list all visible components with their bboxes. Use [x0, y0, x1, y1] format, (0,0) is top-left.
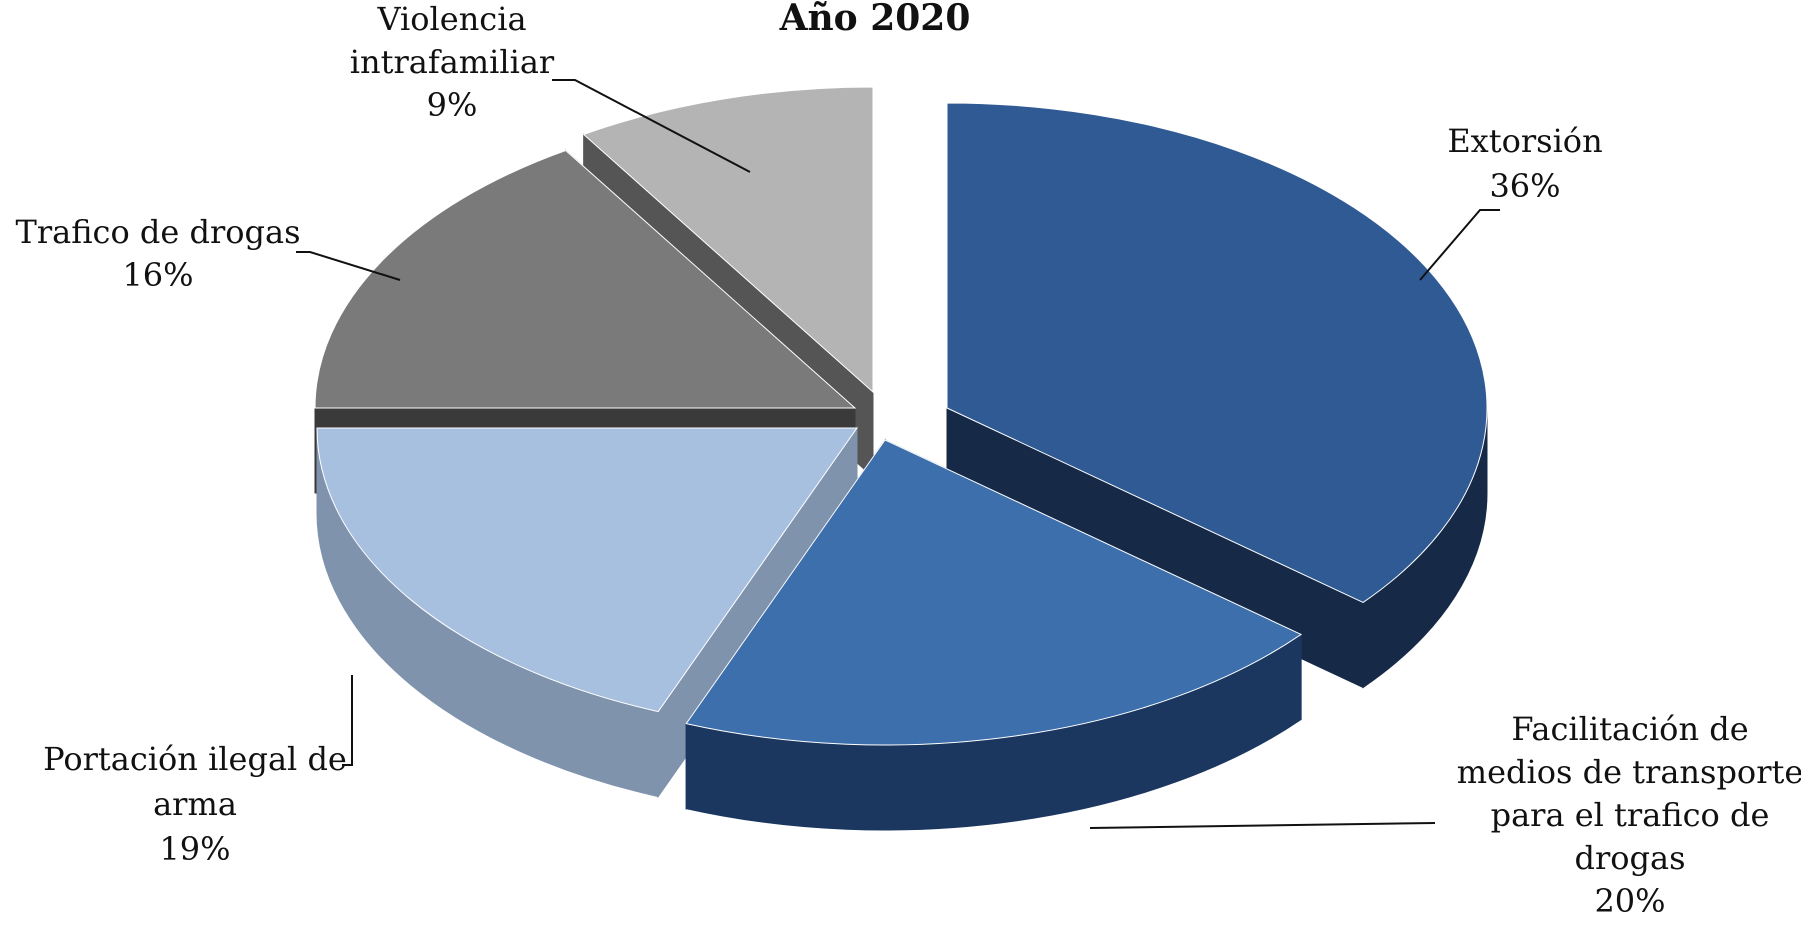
label-line-violencia: Violencia: [376, 0, 526, 38]
label-line-facilitacion: Facilitación de: [1511, 710, 1748, 748]
label-facilitacion: Facilitación de medios de transporte para …: [1457, 710, 1801, 920]
label-line-portacion: Portación ilegal de: [43, 740, 347, 778]
slice-extorsion: [946, 102, 1488, 603]
label-line-facilitacion: medios de transporte: [1457, 753, 1801, 791]
label-line-trafico: Trafico de drogas: [15, 213, 300, 251]
label-line-facilitacion: para el trafico de: [1491, 796, 1770, 834]
label-line-portacion: arma: [153, 785, 237, 823]
leader-trafico: [296, 251, 401, 281]
pct-trafico: 16%: [122, 256, 193, 294]
label-line-violencia: intrafamiliar: [350, 43, 555, 81]
chart-title: Año 2020: [779, 0, 971, 39]
leader-extorsion: [1419, 209, 1500, 281]
slice-violencia: [582, 86, 874, 394]
slice-trafico: [314, 149, 857, 409]
pie-tops: [314, 86, 1488, 746]
label-portacion: Portación ilegal de arma 19%: [43, 740, 347, 868]
pct-violencia: 9%: [427, 86, 478, 124]
leader-violencia: [552, 79, 751, 173]
pct-extorsion: 36%: [1489, 167, 1560, 205]
leader-portacion: [342, 675, 353, 766]
label-extorsion: Extorsión 36%: [1447, 122, 1602, 205]
label-trafico: Trafico de drogas 16%: [15, 213, 300, 294]
pct-portacion: 19%: [159, 830, 230, 868]
pct-facilitacion: 20%: [1594, 882, 1665, 920]
slice-labels: Extorsión 36% Facilitación de medios de tra…: [15, 0, 1801, 920]
slice-facilitacion: [685, 439, 1303, 746]
label-line-extorsion: Extorsión: [1447, 122, 1602, 160]
leader-facilitacion: [1089, 822, 1436, 829]
label-violencia: Violencia intrafamiliar 9%: [350, 0, 555, 124]
label-line-facilitacion: drogas: [1574, 839, 1685, 877]
slice-portacion: [316, 427, 858, 713]
leader-lines: [296, 79, 1500, 829]
